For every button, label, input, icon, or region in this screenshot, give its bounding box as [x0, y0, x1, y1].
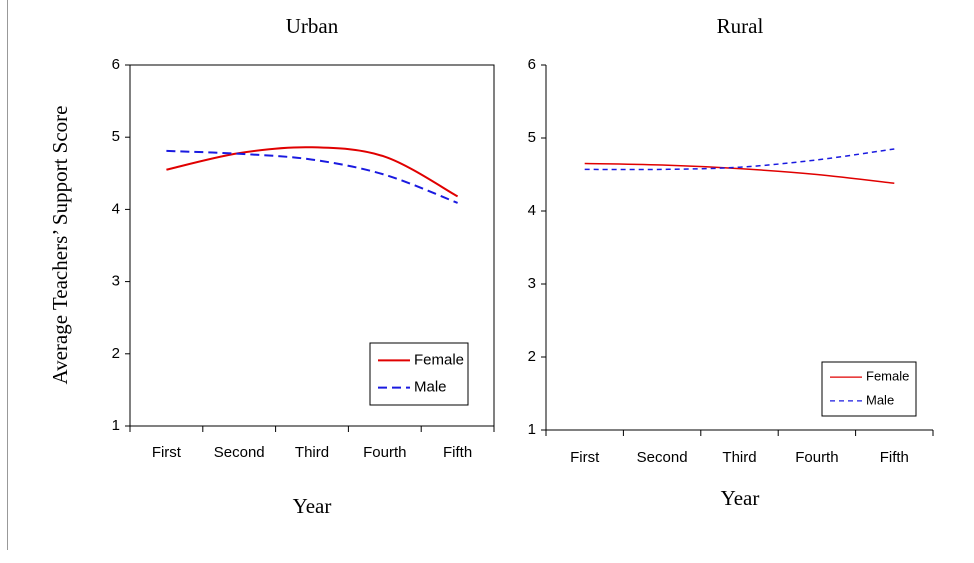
chart-title: Urban — [286, 14, 339, 38]
plot-frame — [129, 64, 495, 427]
x-tick-label: Fourth — [795, 449, 838, 466]
y-tick-label: 2 — [528, 348, 536, 365]
legend-label: Female — [866, 369, 909, 384]
y-tick-label: 4 — [528, 202, 536, 219]
y-axis-label: Average Teachers’ Support Score — [48, 106, 72, 385]
series-line — [166, 149, 458, 204]
y-tick-label: 5 — [112, 128, 120, 145]
chart-title: Rural — [717, 14, 764, 38]
x-tick-label: First — [152, 444, 182, 461]
y-tick-label: 4 — [112, 200, 120, 217]
x-tick-label: Fifth — [880, 449, 909, 466]
x-axis-label: Year — [293, 494, 332, 518]
y-tick-label: 6 — [112, 56, 120, 73]
x-tick-label: Third — [295, 444, 329, 461]
legend-box — [821, 361, 917, 417]
series-line — [584, 148, 895, 171]
legend-label: Male — [866, 392, 894, 407]
y-tick-label: 3 — [528, 275, 536, 292]
y-tick-label: 6 — [528, 56, 536, 73]
x-tick-label: Second — [637, 449, 688, 466]
series-line — [166, 146, 459, 198]
y-tick-label: 2 — [112, 345, 120, 362]
x-tick-label: First — [570, 449, 600, 466]
x-tick-label: Fifth — [443, 444, 472, 461]
legend-label: Female — [414, 351, 464, 368]
y-tick-label: 1 — [528, 421, 536, 438]
x-tick-label: Third — [722, 449, 756, 466]
legend-label: Male — [414, 379, 447, 396]
x-tick-label: Second — [214, 444, 265, 461]
x-tick-label: Fourth — [363, 444, 406, 461]
y-tick-label: 5 — [528, 129, 536, 146]
legend-box — [369, 342, 469, 406]
series-line — [584, 162, 895, 185]
x-axis-label: Year — [721, 486, 760, 510]
y-tick-label: 1 — [112, 417, 120, 434]
y-tick-label: 3 — [112, 273, 120, 290]
